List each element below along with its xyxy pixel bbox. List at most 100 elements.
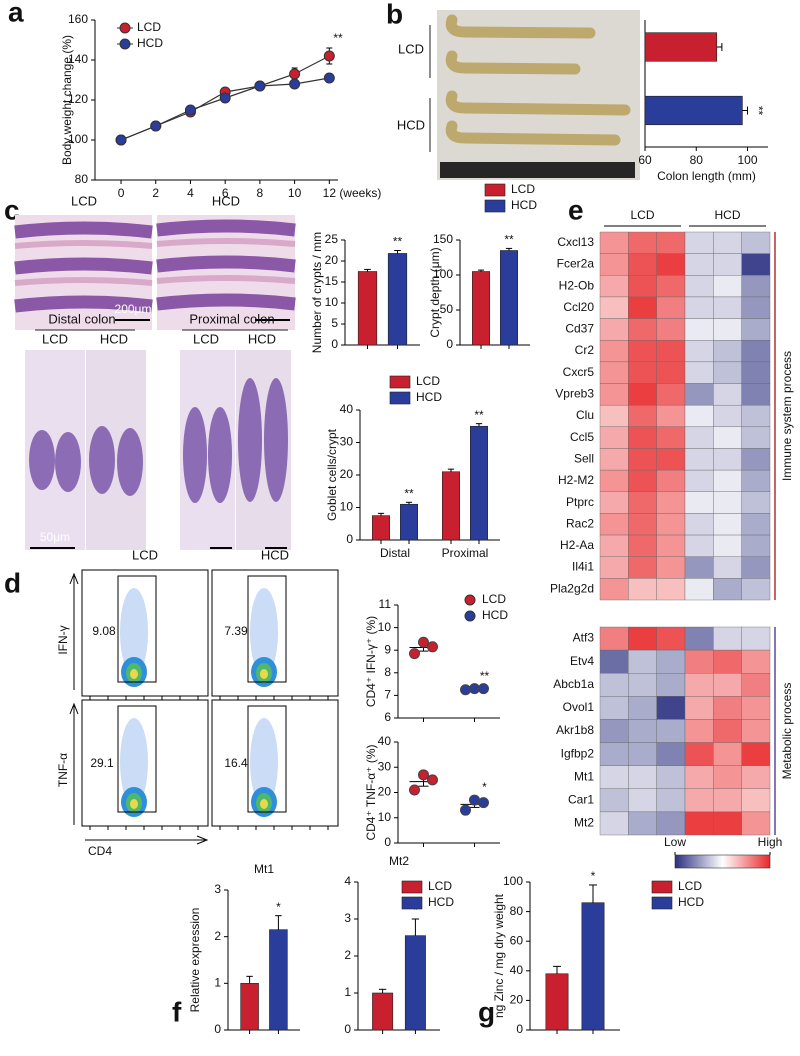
legend-swatch [389, 391, 411, 405]
y-tick-label: 0 [384, 835, 391, 849]
y-tick-label: 1 [214, 976, 221, 990]
group-label: LCD [398, 41, 424, 56]
legend-marker [464, 594, 476, 606]
panel-label: g [478, 996, 495, 1027]
tissue-layers [14, 219, 296, 313]
heatmap-cell [628, 765, 657, 789]
column-label: LCD [42, 331, 68, 346]
colon [445, 50, 581, 75]
crypt [89, 426, 115, 494]
y-tick-label: 80 [75, 172, 89, 186]
heatmap-cell [684, 361, 714, 384]
significance: * [413, 903, 418, 917]
significance: ** [333, 31, 343, 45]
heatmap-cell [628, 556, 657, 579]
heatmap-cell [741, 534, 771, 557]
heatmap-cell [684, 719, 714, 743]
gene-label: Cxcr5 [563, 365, 595, 379]
heatmap-cell [656, 626, 686, 651]
y-axis-label: Relative expression [188, 908, 202, 1013]
tissue-layer [14, 221, 153, 239]
heatmap-cell [684, 318, 714, 341]
gate [117, 575, 157, 683]
significance: ** [751, 106, 765, 116]
y-tick-label: 15 [325, 274, 339, 288]
data-point [418, 636, 429, 648]
crypt [238, 378, 262, 502]
y-tick-label: 3 [214, 882, 221, 896]
column-label: LCD [132, 547, 158, 562]
ruler [440, 162, 635, 178]
heatmap-cell [741, 765, 771, 789]
heatmap-cell [684, 649, 714, 674]
heatmap-cell [713, 626, 742, 651]
y-tick-label: 10 [340, 500, 354, 514]
heatmap-cell [713, 742, 742, 766]
heatmap-cell [628, 513, 657, 536]
data-point [478, 683, 489, 695]
bar [357, 271, 378, 346]
heatmap-cell [599, 673, 629, 697]
data-point [427, 641, 438, 653]
y-tick-label: 120 [68, 92, 88, 106]
legend-swatch [484, 199, 506, 213]
crypt [183, 407, 207, 503]
heatmap-cell [656, 578, 686, 601]
gene-label: Clu [576, 408, 594, 422]
heatmap-cell [599, 513, 629, 536]
heatmap-cell [684, 578, 714, 601]
heatmap-cell [741, 296, 771, 319]
heatmap-cell [684, 231, 714, 254]
data-point [150, 120, 162, 132]
heatmap-cell [741, 491, 771, 514]
legend-label: LCD [511, 182, 535, 196]
data-point [469, 794, 480, 806]
crypt [29, 430, 55, 490]
cell-density [130, 799, 138, 809]
y-tick-label: 40 [378, 734, 392, 748]
legend-label: LCD [137, 20, 161, 34]
heatmap-cell [656, 513, 686, 536]
heatmap-cell [628, 253, 657, 276]
column-label: LCD [193, 331, 219, 346]
heatmap-cell [628, 340, 657, 363]
gene-label: Cr2 [575, 343, 595, 357]
heatmap-cell [713, 253, 742, 276]
heatmap-cell [713, 340, 742, 363]
gene-label: Il4i1 [572, 560, 594, 574]
heatmap-cell [713, 578, 742, 601]
heatmap-cell [713, 719, 742, 743]
heatmap-cell [684, 811, 714, 836]
region-label: Distal colon [48, 311, 115, 326]
heatmap-cell [684, 296, 714, 319]
group-label: HCD [397, 117, 425, 132]
scale-label: 50μm [40, 530, 70, 544]
x-tick-label: 12 [323, 186, 337, 200]
heatmap-cell [684, 275, 714, 298]
y-tick-label: 20 [340, 467, 354, 481]
gate-value: 9.08 [92, 624, 116, 638]
heatmap-cell [713, 788, 742, 813]
arrow-head [196, 835, 209, 845]
column-label: LCD [71, 193, 97, 208]
y-tick-label: 160 [68, 12, 88, 26]
heatmap-cell [684, 340, 714, 363]
significance: ** [393, 235, 403, 249]
heatmap-cell [741, 340, 771, 363]
heatmap-cell [713, 513, 742, 536]
cell-cloud [120, 718, 148, 806]
colon-tissue [445, 14, 631, 146]
legend-swatch [389, 375, 411, 389]
y-tick-label: 0 [344, 1022, 351, 1036]
heatmap-cell [599, 811, 629, 836]
heatmap-cell [684, 742, 714, 766]
photo-background [437, 10, 640, 180]
gate [117, 705, 157, 813]
panel-label: d [4, 567, 21, 598]
cell-density [130, 669, 138, 679]
heatmap-cell [656, 719, 686, 743]
y-tick-label: 9 [384, 642, 391, 656]
heatmap-cell [628, 626, 657, 651]
y-tick-label: 25 [325, 232, 339, 246]
